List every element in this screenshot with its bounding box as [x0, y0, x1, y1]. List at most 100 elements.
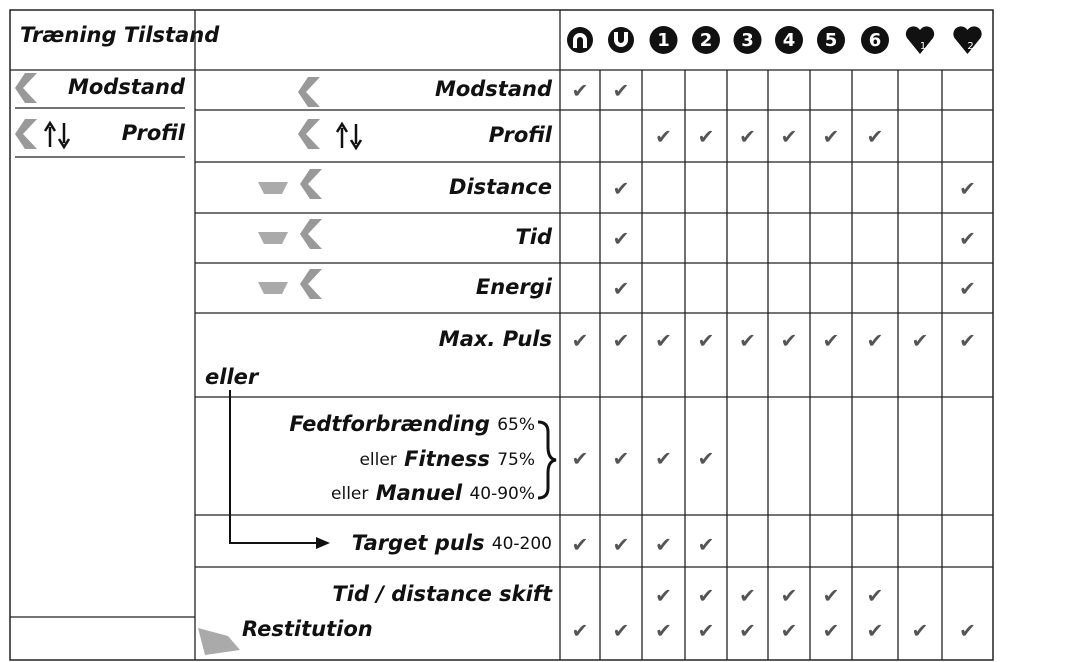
chevron-icon [300, 169, 322, 199]
check-mark: ✔ [655, 125, 672, 149]
left-label: Modstand [68, 75, 186, 99]
chevron-icon [15, 119, 37, 149]
check-mark: ✔ [959, 177, 976, 201]
check-mark: ✔ [613, 447, 630, 471]
check-mark: ✔ [698, 329, 715, 353]
check-mark: ✔ [613, 533, 630, 557]
heart-number: 1 [920, 41, 926, 52]
chevron-icon [300, 219, 322, 249]
program-icon [861, 26, 889, 54]
row-label: Distance [449, 175, 552, 199]
label-part: Modstand [435, 77, 553, 101]
program-number: 3 [741, 30, 754, 51]
check-mark: ✔ [781, 619, 798, 643]
eller-arrow [229, 390, 320, 544]
label-part: Max. Puls [439, 327, 552, 351]
chevron-icon [300, 269, 322, 299]
program-number: 5 [825, 30, 838, 51]
check-mark: ✔ [572, 619, 589, 643]
check-mark: ✔ [613, 79, 630, 103]
check-mark: ✔ [739, 329, 756, 353]
chevron-icon [15, 73, 37, 103]
row-label: Energi [476, 275, 553, 299]
program-icon [692, 26, 720, 54]
check-mark: ✔ [655, 533, 672, 557]
updown-arrows [335, 121, 363, 151]
row-label: Tid / distance skift [332, 582, 553, 606]
check-mark: ✔ [739, 584, 756, 608]
row-label: Profil [489, 123, 553, 147]
display-icon [258, 282, 288, 294]
table-title: Træning Tilstand [20, 23, 220, 47]
check-mark: ✔ [823, 125, 840, 149]
check-mark: ✔ [781, 584, 798, 608]
label-part: Distance [449, 175, 552, 199]
heart-number: 2 [967, 41, 973, 52]
eller-label: eller [205, 365, 260, 389]
check-mark: ✔ [655, 584, 672, 608]
check-mark: ✔ [912, 329, 929, 353]
check-mark: ✔ [698, 533, 715, 557]
heart-icon [953, 26, 982, 54]
check-mark: ✔ [867, 584, 884, 608]
table-border [9, 9, 994, 661]
check-mark: ✔ [572, 447, 589, 471]
row-label: Max. Puls [439, 327, 552, 351]
program-icon [817, 26, 845, 54]
check-mark: ✔ [613, 227, 630, 251]
check-mark: ✔ [572, 329, 589, 353]
arrow-icon [567, 27, 593, 53]
label-part: 40-200 [492, 534, 552, 554]
row-label: eller Manuel 40-90% [331, 481, 535, 505]
check-mark: ✔ [655, 329, 672, 353]
check-mark: ✔ [613, 277, 630, 301]
program-number: 6 [869, 30, 882, 51]
label-part: 65% [497, 415, 535, 435]
arrow-glyph [614, 32, 628, 47]
check-mark: ✔ [781, 329, 798, 353]
brace [537, 420, 557, 500]
program-number: 4 [783, 30, 796, 51]
chevron-icon [298, 119, 320, 149]
check-mark: ✔ [698, 125, 715, 149]
program-number: 1 [657, 30, 670, 51]
label-part: Fitness [404, 447, 490, 471]
label-part: Manuel [376, 481, 463, 505]
check-mark: ✔ [959, 329, 976, 353]
check-mark: ✔ [572, 79, 589, 103]
label-part: eller [331, 484, 368, 504]
row-label: Tid [515, 225, 553, 249]
check-mark: ✔ [959, 277, 976, 301]
check-mark: ✔ [912, 619, 929, 643]
row-label: Modstand [435, 77, 553, 101]
row-label: Restitution [242, 617, 373, 641]
check-mark: ✔ [739, 619, 756, 643]
check-mark: ✔ [867, 619, 884, 643]
label-part: Fedtforbrænding [289, 412, 490, 436]
heart-icon [905, 26, 935, 54]
check-mark: ✔ [959, 227, 976, 251]
check-mark: ✔ [698, 447, 715, 471]
program-number: 2 [700, 30, 713, 51]
check-mark: ✔ [959, 619, 976, 643]
check-mark: ✔ [698, 619, 715, 643]
program-icon [733, 26, 762, 54]
row-label: eller Fitness 75% [359, 447, 535, 471]
arrow-glyph [573, 33, 587, 48]
program-icon [775, 26, 803, 54]
check-mark: ✔ [613, 619, 630, 643]
label-part: 75% [497, 450, 535, 470]
chevron-icon [298, 77, 320, 107]
label-part: Restitution [242, 617, 373, 641]
row-label: Target puls 40-200 [352, 531, 552, 555]
restitution-icon [198, 628, 240, 655]
arrow-head [316, 537, 330, 549]
check-mark: ✔ [867, 125, 884, 149]
check-mark: ✔ [823, 584, 840, 608]
check-mark: ✔ [698, 584, 715, 608]
label-part: Tid [515, 225, 553, 249]
label-part: Tid / distance skift [332, 582, 553, 606]
check-mark: ✔ [613, 329, 630, 353]
arrow-icon [608, 27, 634, 53]
